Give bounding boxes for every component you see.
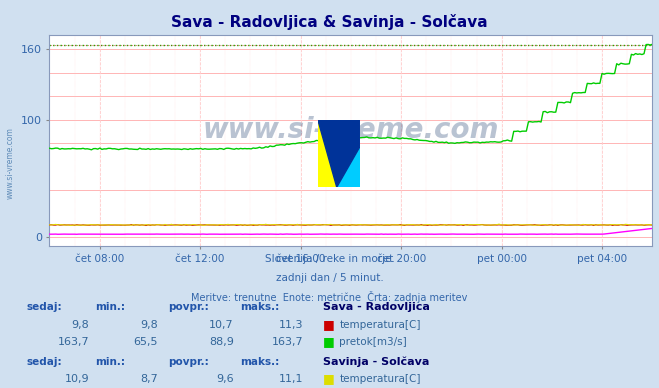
Text: Sava - Radovljica & Savinja - Solčava: Sava - Radovljica & Savinja - Solčava [171,14,488,29]
Text: Savinja - Solčava: Savinja - Solčava [323,356,429,367]
Text: 11,1: 11,1 [279,374,303,384]
Text: ■: ■ [323,335,335,348]
Text: Meritve: trenutne  Enote: metrične  Črta: zadnja meritev: Meritve: trenutne Enote: metrične Črta: … [191,291,468,303]
Text: ■: ■ [323,318,335,331]
Text: maks.:: maks.: [241,357,280,367]
Text: 8,7: 8,7 [140,374,158,384]
Text: 9,8: 9,8 [71,320,89,330]
Text: 11,3: 11,3 [279,320,303,330]
Text: 9,6: 9,6 [216,374,234,384]
Text: 163,7: 163,7 [272,337,303,347]
Text: Slovenija / reke in morje.: Slovenija / reke in morje. [264,254,395,264]
Text: ■: ■ [323,372,335,385]
Text: pretok[m3/s]: pretok[m3/s] [339,337,407,347]
Text: 163,7: 163,7 [57,337,89,347]
Text: sedaj:: sedaj: [26,357,62,367]
Text: maks.:: maks.: [241,302,280,312]
Text: www.si-vreme.com: www.si-vreme.com [203,116,499,144]
Text: sedaj:: sedaj: [26,302,62,312]
Text: temperatura[C]: temperatura[C] [339,320,421,330]
Text: povpr.:: povpr.: [168,357,209,367]
Text: 65,5: 65,5 [134,337,158,347]
Text: www.si-vreme.com: www.si-vreme.com [5,127,14,199]
Text: 10,9: 10,9 [65,374,89,384]
Text: min.:: min.: [96,357,126,367]
Text: temperatura[C]: temperatura[C] [339,374,421,384]
Text: 10,7: 10,7 [210,320,234,330]
Text: Sava - Radovljica: Sava - Radovljica [323,302,430,312]
Text: 9,8: 9,8 [140,320,158,330]
Text: min.:: min.: [96,302,126,312]
Text: zadnji dan / 5 minut.: zadnji dan / 5 minut. [275,273,384,283]
Text: 88,9: 88,9 [209,337,234,347]
Text: povpr.:: povpr.: [168,302,209,312]
